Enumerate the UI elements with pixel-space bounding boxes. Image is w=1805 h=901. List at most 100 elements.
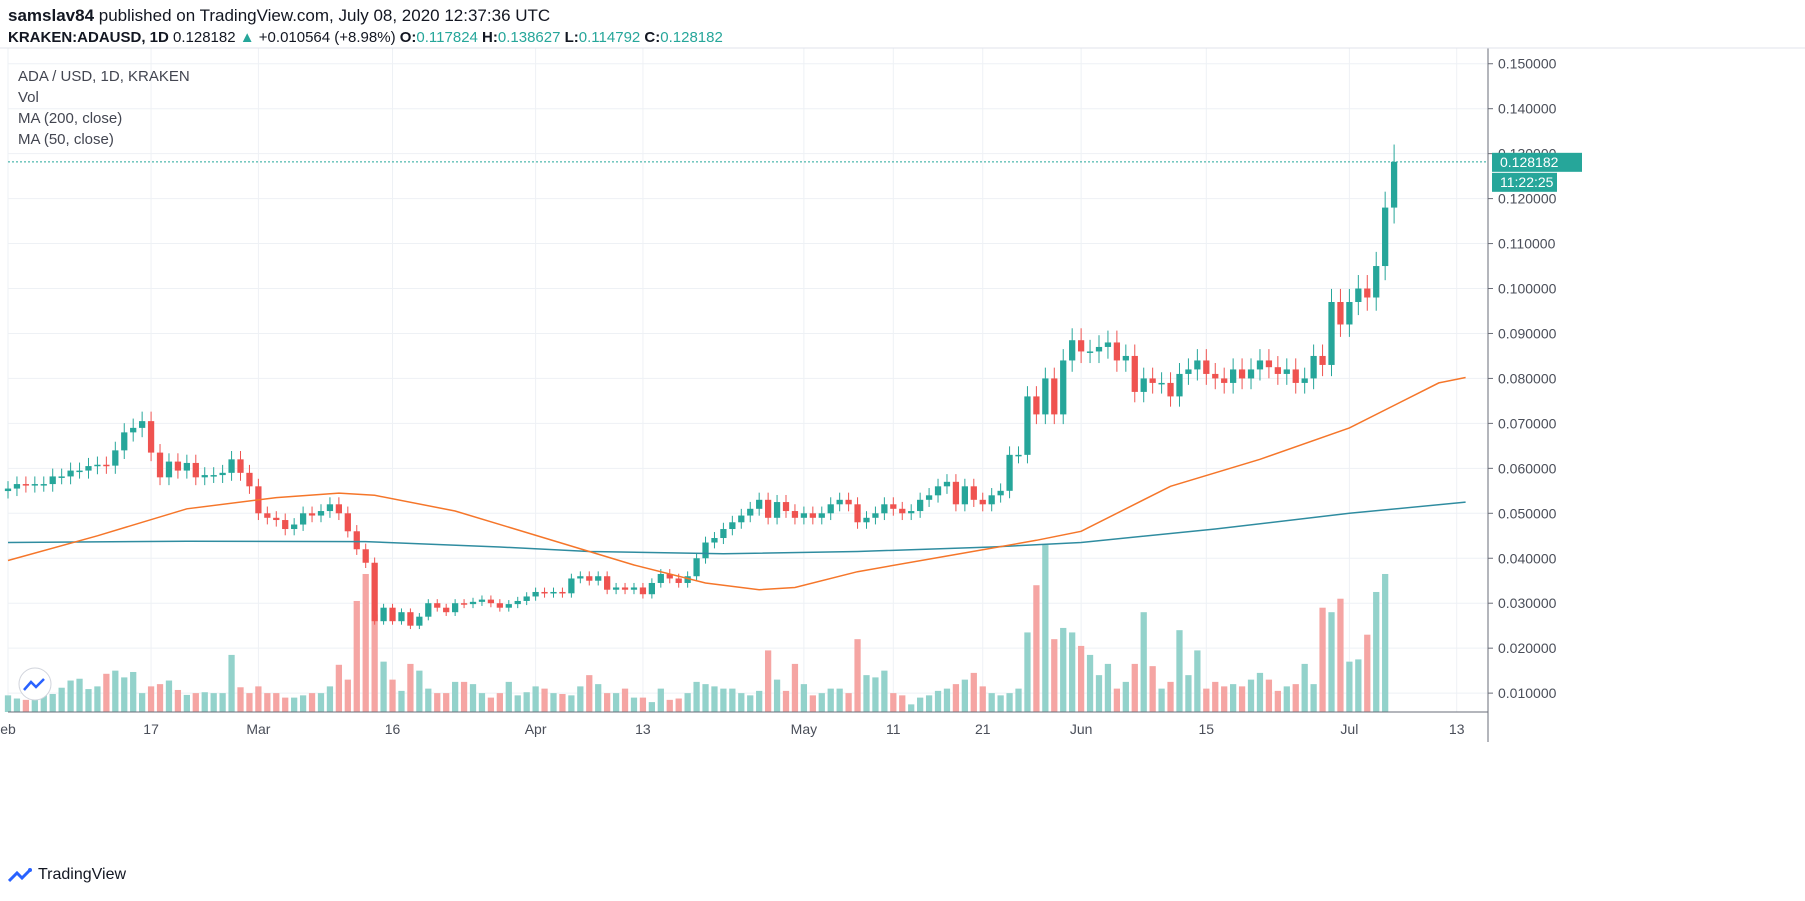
volume-bar bbox=[711, 686, 718, 712]
volume-bar bbox=[1113, 688, 1121, 712]
candle-body bbox=[147, 421, 155, 453]
volume-bar bbox=[1194, 650, 1201, 712]
candle-body bbox=[756, 499, 763, 509]
volume-bar bbox=[147, 686, 155, 712]
candle-body bbox=[85, 466, 92, 471]
volume-bar bbox=[988, 693, 995, 712]
volume-bar bbox=[729, 688, 736, 712]
volume-bar bbox=[881, 670, 888, 712]
volume-bar bbox=[487, 697, 495, 712]
candle-body bbox=[925, 495, 933, 500]
change-value: +0.010564 (+8.98%) bbox=[258, 29, 396, 46]
candle-body bbox=[273, 517, 280, 521]
volume-bars bbox=[4, 544, 1389, 712]
candle-body bbox=[604, 576, 611, 590]
price-tick-label: 0.100000 bbox=[1498, 281, 1557, 297]
countdown-badge bbox=[1492, 172, 1557, 192]
candle-body bbox=[40, 484, 47, 486]
candle-body bbox=[1140, 378, 1147, 392]
symbol-quote-line: KRAKEN:ADAUSD, 1D 0.128182 ▲ +0.010564 (… bbox=[8, 29, 723, 46]
candle-body bbox=[326, 504, 334, 512]
candle-body bbox=[353, 531, 360, 550]
legend-ma50[interactable]: MA (50, close) bbox=[18, 131, 114, 148]
volume-bar bbox=[970, 672, 977, 712]
volume-bar bbox=[1131, 663, 1138, 712]
candle-body bbox=[1006, 454, 1013, 491]
candle-body bbox=[872, 513, 879, 518]
volume-bar bbox=[1256, 672, 1264, 712]
candle-body bbox=[1015, 454, 1022, 457]
price-tick-label: 0.030000 bbox=[1498, 595, 1557, 611]
volume-bar bbox=[416, 670, 423, 712]
author-name[interactable]: samslav84 bbox=[8, 6, 95, 25]
time-tick-label: 15 bbox=[1199, 721, 1215, 737]
time-tick-label: 16 bbox=[385, 721, 401, 737]
volume-bar bbox=[273, 693, 280, 712]
candle-body bbox=[1167, 382, 1174, 397]
volume-bar bbox=[156, 684, 164, 712]
volume-bar bbox=[818, 693, 825, 712]
candle-body bbox=[1185, 369, 1192, 374]
volume-bar bbox=[612, 693, 620, 712]
volume-bar bbox=[31, 697, 38, 712]
volume-bar bbox=[478, 693, 486, 712]
volume-bar bbox=[228, 654, 235, 712]
candle-body bbox=[577, 576, 584, 579]
volume-bar bbox=[1015, 688, 1022, 712]
close-label: C: bbox=[644, 29, 661, 46]
volume-bar bbox=[174, 689, 182, 712]
candle-body bbox=[1292, 369, 1299, 383]
volume-bar bbox=[648, 702, 655, 712]
volume-bar bbox=[1238, 686, 1246, 712]
low-value: 0.114792 bbox=[578, 29, 641, 46]
candle-body bbox=[1230, 369, 1237, 383]
candle-body bbox=[809, 513, 816, 518]
volume-bar bbox=[183, 694, 190, 712]
candle-body bbox=[621, 587, 629, 590]
volume-bar bbox=[1042, 544, 1049, 712]
candle-body bbox=[416, 616, 423, 626]
volume-bar bbox=[925, 695, 933, 712]
volume-bar bbox=[1346, 661, 1353, 712]
tradingview-brand[interactable]: TradingView bbox=[8, 866, 126, 884]
candle-body bbox=[201, 475, 208, 478]
candle-body bbox=[612, 587, 620, 590]
candle-body bbox=[219, 472, 226, 476]
legend-ma200[interactable]: MA (200, close) bbox=[18, 110, 123, 127]
chart-legend: ADA / USD, 1D, KRAKEN Vol MA (200, close… bbox=[18, 66, 190, 150]
volume-bar bbox=[961, 679, 968, 712]
legend-title[interactable]: ADA / USD, 1D, KRAKEN bbox=[18, 68, 190, 85]
volume-bar bbox=[908, 704, 915, 712]
volume-bar bbox=[1167, 681, 1174, 712]
candle-body bbox=[1221, 378, 1228, 383]
volume-bar bbox=[335, 664, 343, 712]
brand-name: TradingView bbox=[38, 866, 127, 883]
volume-bar bbox=[514, 695, 521, 712]
volume-bar bbox=[1319, 607, 1326, 712]
candle-body bbox=[1355, 288, 1362, 303]
candle-body bbox=[308, 513, 316, 516]
volume-bar bbox=[1212, 681, 1219, 712]
volume-bar bbox=[1310, 684, 1317, 712]
volume-bar bbox=[773, 679, 781, 712]
volume-bar bbox=[121, 677, 128, 712]
volume-bar bbox=[469, 684, 477, 712]
candle-body bbox=[917, 499, 924, 512]
candle-body bbox=[720, 529, 727, 539]
volume-bar bbox=[621, 688, 629, 712]
candle-body bbox=[1095, 346, 1103, 352]
candle-body bbox=[1382, 207, 1389, 267]
volume-bar bbox=[854, 639, 861, 712]
last-price-badge bbox=[1492, 152, 1582, 172]
volume-bar bbox=[890, 693, 897, 712]
candle-body bbox=[344, 513, 351, 532]
candle-body bbox=[970, 486, 977, 500]
legend-vol[interactable]: Vol bbox=[18, 89, 39, 106]
volume-bar bbox=[1230, 684, 1237, 712]
price-tick-label: 0.110000 bbox=[1498, 236, 1556, 252]
volume-bar bbox=[299, 695, 307, 712]
candle-body bbox=[13, 484, 21, 489]
volume-bar bbox=[738, 693, 745, 712]
volume-bar bbox=[943, 688, 951, 712]
